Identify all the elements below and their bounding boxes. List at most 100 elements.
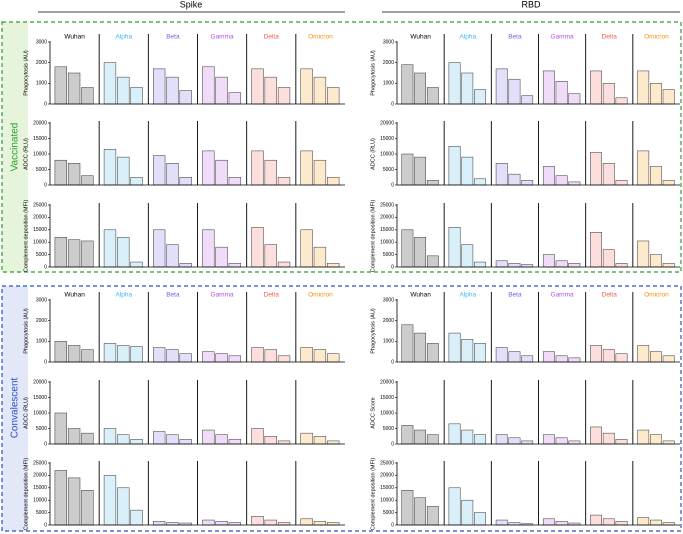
y-tick-label: 25000: [33, 460, 47, 466]
y-tick-label: 0: [391, 441, 394, 447]
variant-header: Alpha: [115, 34, 132, 41]
bar: [264, 349, 277, 363]
variant-header: Wuhan: [410, 292, 431, 299]
y-tick-label: 1000: [36, 339, 47, 345]
bar: [662, 89, 675, 105]
bar: [179, 353, 192, 363]
y-tick-label: 20000: [380, 120, 394, 126]
variant-header: Omicron: [308, 34, 333, 41]
y-axis-label: ADCC Score: [370, 397, 376, 428]
y-tick-label: 20000: [33, 473, 47, 479]
bar: [461, 339, 474, 363]
variant-header: Beta: [508, 34, 522, 41]
bar: [615, 439, 628, 445]
y-axis-label: Complement deposition (MFI): [23, 458, 29, 531]
bar: [508, 437, 521, 445]
bar: [568, 93, 581, 105]
y-tick-label: 20000: [380, 379, 394, 385]
y-tick-label: 5000: [36, 426, 47, 432]
y-tick-label: 15000: [33, 227, 47, 233]
bar: [426, 87, 439, 105]
y-tick-label: 20000: [33, 120, 47, 126]
bar: [153, 431, 166, 445]
bar: [542, 434, 555, 445]
bar: [508, 263, 521, 268]
bar: [130, 87, 143, 105]
bar: [54, 341, 67, 363]
bar: [521, 440, 534, 445]
y-axis-label: Complement deposition (MFI): [370, 458, 376, 531]
bar: [615, 521, 628, 526]
y-tick-label: 2000: [36, 60, 47, 66]
bar: [542, 254, 555, 268]
bar: [277, 440, 291, 445]
bar: [568, 263, 581, 268]
variant-header: Beta: [166, 292, 180, 299]
bar: [215, 434, 228, 445]
y-tick-label: 15000: [380, 136, 394, 142]
bar: [130, 509, 143, 526]
y-tick-label: 5000: [36, 510, 47, 516]
variant-header: Beta: [166, 34, 180, 41]
y-tick-label: 2000: [383, 318, 394, 324]
bar: [495, 163, 508, 186]
bar: [166, 244, 179, 268]
bar: [54, 236, 67, 268]
bar: [179, 90, 192, 105]
y-tick-label: 2000: [383, 60, 394, 66]
bar: [264, 436, 277, 445]
bar: [615, 97, 628, 105]
bar: [215, 76, 228, 105]
bar: [277, 355, 291, 363]
bar: [637, 150, 650, 186]
bar: [615, 263, 628, 268]
y-tick-label: 20000: [33, 215, 47, 221]
bar: [602, 518, 615, 526]
group-box: [1, 285, 682, 532]
bar: [130, 177, 143, 186]
y-tick-label: 10000: [33, 151, 47, 157]
bar: [228, 439, 242, 445]
bar: [103, 62, 117, 105]
y-tick-label: 5000: [383, 252, 394, 258]
bar: [215, 159, 228, 186]
bar: [590, 152, 602, 186]
y-axis-label: ADCC (RLU): [23, 397, 29, 429]
bar: [202, 150, 215, 186]
bar: [153, 155, 166, 186]
bar: [67, 72, 81, 105]
bar: [602, 349, 615, 363]
bar: [251, 428, 264, 445]
bar: [153, 347, 166, 363]
variant-header: Gamma: [211, 292, 235, 299]
bar: [508, 351, 521, 363]
group-label-bg: [2, 286, 28, 531]
variant-header: Delta: [602, 34, 618, 41]
bar: [474, 434, 486, 445]
y-tick-label: 20000: [33, 379, 47, 385]
bar: [426, 434, 439, 445]
bar: [277, 87, 291, 105]
bar: [117, 345, 130, 363]
bar: [602, 163, 615, 186]
bar: [590, 426, 602, 445]
bar: [103, 343, 117, 363]
bar: [590, 232, 602, 268]
variant-header: Omicron: [644, 292, 669, 299]
bar: [568, 357, 581, 363]
bar: [555, 437, 568, 445]
y-tick-label: 10000: [33, 498, 47, 504]
bar: [448, 227, 461, 268]
bar: [401, 64, 414, 105]
bar: [166, 163, 179, 186]
bar: [313, 436, 327, 445]
y-tick-label: 15000: [33, 485, 47, 491]
bar: [555, 260, 568, 268]
bar: [166, 76, 179, 105]
bar: [637, 70, 650, 105]
y-tick-label: 20000: [380, 215, 394, 221]
bar: [637, 517, 650, 526]
bar: [81, 490, 94, 526]
bar: [448, 487, 461, 526]
bar: [637, 240, 650, 268]
